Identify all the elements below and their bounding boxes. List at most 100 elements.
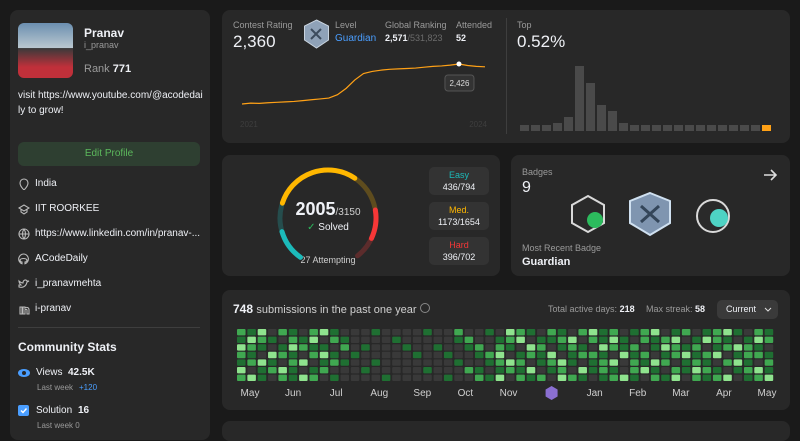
attempting: 27 Attempting xyxy=(300,255,356,265)
heatmap-cell xyxy=(630,351,639,359)
period-dropdown[interactable]: Current xyxy=(717,300,778,319)
heatmap-cell xyxy=(733,336,743,343)
heatmap-cell xyxy=(350,351,360,359)
heatmap-cell xyxy=(681,336,691,343)
heatmap-cell xyxy=(350,336,360,343)
profile-panel xyxy=(10,10,210,440)
heatmap-cell xyxy=(619,329,629,336)
last-week-label: Last week xyxy=(37,421,74,430)
heatmap-cell xyxy=(640,374,650,381)
views-value: 42.5K xyxy=(68,367,95,378)
heatmap-cell xyxy=(712,344,722,351)
heatmap-cell xyxy=(568,359,577,366)
heatmap-cell xyxy=(588,351,598,359)
heatmap-cell xyxy=(392,374,401,381)
difficulty-count: 396/702 xyxy=(442,252,476,262)
streak-value: 58 xyxy=(695,304,706,314)
heatmap-cell xyxy=(557,359,567,366)
heatmap-cell xyxy=(743,359,753,366)
last-week-label: Last week 0 xyxy=(37,421,80,430)
heatmap-cell xyxy=(402,374,412,381)
heatmap-cell xyxy=(671,374,681,381)
streak-label: Max streak: xyxy=(646,304,693,314)
heatmap-cell xyxy=(754,367,763,374)
heatmap-cell xyxy=(723,374,732,381)
heatmap-cell xyxy=(712,351,722,359)
distribution-bar xyxy=(696,125,705,131)
heatmap-cell xyxy=(247,374,256,381)
heatmap-cell xyxy=(723,359,732,366)
difficulty-box: Hard 396/702 xyxy=(429,237,489,265)
heatmap-cell xyxy=(588,336,598,343)
heatmap-cell xyxy=(640,336,650,343)
info-item: IIT ROORKEE xyxy=(35,203,100,214)
heatmap-cell xyxy=(485,359,494,366)
views-icon xyxy=(18,369,30,377)
heatmap-cell xyxy=(671,359,681,366)
icon-shape xyxy=(18,279,30,288)
heatmap-cell xyxy=(557,374,567,381)
heatmap-cell xyxy=(506,367,515,374)
heatmap-cell xyxy=(526,336,536,343)
heatmap-cell xyxy=(381,374,391,381)
heatmap-cell xyxy=(454,367,463,374)
heatmap-cell xyxy=(278,329,287,336)
heatmap-cell xyxy=(526,329,536,336)
heatmap-cell xyxy=(702,359,712,366)
heatmap-cell xyxy=(330,336,339,343)
heatmap-cell xyxy=(330,359,339,366)
heatmap-cell xyxy=(568,344,577,351)
heatmap-cell xyxy=(630,329,639,336)
heatmap-cell xyxy=(671,329,681,336)
ring-track xyxy=(279,167,378,211)
heatmap-cell xyxy=(599,344,608,351)
heatmap-cell xyxy=(485,344,494,351)
info-icon[interactable] xyxy=(419,303,430,313)
heatmap-cell xyxy=(547,336,556,343)
heatmap-cell xyxy=(578,367,587,374)
heatmap-cell xyxy=(537,367,546,374)
heatmap-cell xyxy=(661,374,670,381)
edit-profile-button[interactable]: Edit Profile xyxy=(18,142,200,166)
heatmap-cell xyxy=(733,344,743,351)
heatmap-cell xyxy=(619,359,629,366)
difficulty-name: Easy xyxy=(448,170,469,180)
heatmap-cell xyxy=(578,351,587,359)
heatmap-cell xyxy=(557,351,567,359)
heatmap-cell xyxy=(630,359,639,366)
rank-value: 771 xyxy=(112,63,132,75)
heatmap-cell xyxy=(650,367,660,374)
heatmap-cell xyxy=(609,351,619,359)
difficulty-name: Med. xyxy=(448,205,469,215)
heatmap-cell xyxy=(702,329,712,336)
heatmap-cell xyxy=(547,329,556,336)
heatmap-cell xyxy=(299,344,308,351)
heatmap-cell xyxy=(640,329,650,336)
badges-arrow[interactable] xyxy=(762,167,778,183)
heatmap-cell xyxy=(278,359,287,366)
heatmap-cell xyxy=(485,351,494,359)
heatmap-cell xyxy=(609,336,619,343)
heatmap-cell xyxy=(516,359,525,366)
heatmap-cell xyxy=(537,351,546,359)
heatmap-cell xyxy=(309,329,318,336)
heatmap-cell xyxy=(630,367,639,374)
distribution-bar xyxy=(663,125,672,131)
icon-shape xyxy=(18,228,30,240)
heatmap-cell xyxy=(702,367,712,374)
distribution-bar xyxy=(707,125,716,131)
heatmap-cell xyxy=(268,351,277,359)
heatmap-cell xyxy=(764,367,774,374)
heatmap-cell xyxy=(692,329,701,336)
heatmap-cell xyxy=(361,329,370,336)
rank: Rank 771 xyxy=(84,63,131,75)
info-item: India xyxy=(35,178,57,189)
heatmap-cell xyxy=(381,351,391,359)
heatmap-cell xyxy=(247,351,256,359)
heatmap-cell xyxy=(640,359,650,366)
heatmap-cell xyxy=(340,351,350,359)
heatmap-cell xyxy=(702,344,712,351)
heatmap-cell xyxy=(330,329,339,336)
top-value: 0.52% xyxy=(517,32,566,51)
heatmap-cell xyxy=(454,336,463,343)
